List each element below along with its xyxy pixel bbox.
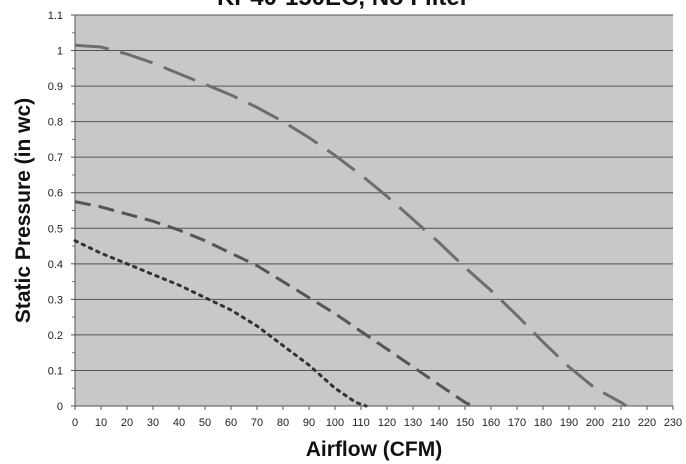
x-tick-label: 220 xyxy=(638,417,656,429)
series-line-3 xyxy=(73,239,368,408)
x-tick-label: 140 xyxy=(430,417,448,429)
y-axis-ticks: 0 0.1 0.2 0.3 0.4 0.5 0.6 0.7 0.8 0.9 1 1.1 xyxy=(48,10,75,413)
x-tick-label: 110 xyxy=(352,417,370,429)
x-tick-label: 60 xyxy=(225,417,237,429)
x-tick-label: 50 xyxy=(199,417,211,429)
x-tick-label: 130 xyxy=(404,417,422,429)
y-tick-label: 0.3 xyxy=(48,294,63,306)
x-tick-label: 170 xyxy=(508,417,526,429)
y-tick-label: 0.7 xyxy=(48,152,63,164)
chart-title: KP40-150EC, No Filter xyxy=(0,0,686,12)
y-axis-title: Static Pressure (in wc) xyxy=(12,98,35,323)
y-tick-label: 1.1 xyxy=(48,10,63,22)
y-tick-label: 0.1 xyxy=(48,365,63,377)
x-axis-title: Airflow (CFM) xyxy=(306,438,442,461)
y-tick-label: 0.5 xyxy=(48,223,63,235)
series-lines xyxy=(73,43,628,408)
x-tick-label: 90 xyxy=(303,417,315,429)
plot-background xyxy=(75,15,673,406)
x-tick-label: 210 xyxy=(612,417,630,429)
series-line-2 xyxy=(74,200,474,408)
x-tick-label: 160 xyxy=(482,417,500,429)
x-tick-label: 0 xyxy=(72,417,78,429)
x-tick-label: 20 xyxy=(121,417,133,429)
x-tick-label: 80 xyxy=(277,417,289,429)
x-tick-label: 180 xyxy=(534,417,552,429)
x-tick-label: 190 xyxy=(560,417,578,429)
x-axis-ticks: 0 10 20 30 40 50 60 70 80 90 100 110 120 130 140 150 160… xyxy=(72,406,682,429)
x-tick-label: 120 xyxy=(378,417,396,429)
y-tick-label: 0.4 xyxy=(48,259,63,271)
x-tick-label: 100 xyxy=(326,417,344,429)
gridlines xyxy=(75,14,673,371)
y-tick-label: 0.8 xyxy=(48,117,63,129)
y-tick-label: 0.6 xyxy=(48,188,63,200)
x-tick-label: 10 xyxy=(95,417,107,429)
x-tick-label: 150 xyxy=(456,417,474,429)
y-tick-label: 0.9 xyxy=(48,81,63,93)
series-line-1 xyxy=(74,43,628,408)
y-tick-label: 0.2 xyxy=(48,330,63,342)
x-tick-label: 30 xyxy=(147,417,159,429)
x-tick-label: 40 xyxy=(173,417,185,429)
x-tick-label: 200 xyxy=(586,417,604,429)
x-tick-label: 230 xyxy=(664,417,682,429)
x-tick-label: 70 xyxy=(251,417,263,429)
y-tick-label: 0 xyxy=(57,401,63,413)
y-tick-label: 1 xyxy=(57,46,63,58)
